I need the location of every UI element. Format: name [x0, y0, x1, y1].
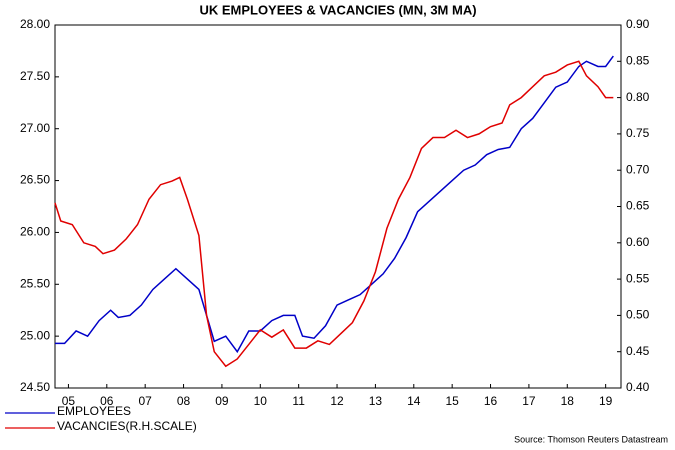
x-tick-label: 06	[100, 394, 114, 408]
y-tick-label: 28.00	[20, 17, 50, 31]
x-tick-label: 10	[254, 394, 268, 408]
y2-tick-label: 0.85	[626, 53, 650, 67]
x-tick-label: 07	[138, 394, 152, 408]
y2-tick-label: 0.55	[626, 271, 650, 285]
y2-tick-label: 0.80	[626, 90, 650, 104]
x-tick-label: 08	[177, 394, 191, 408]
x-tick-label: 16	[484, 394, 498, 408]
y-tick-label: 26.50	[20, 173, 50, 187]
legend-label: EMPLOYEES	[57, 404, 131, 418]
y2-tick-label: 0.75	[626, 126, 650, 140]
y-tick-label: 25.00	[20, 328, 50, 342]
chart-title: UK EMPLOYEES & VACANCIES (MN, 3M MA)	[199, 2, 476, 17]
y2-tick-label: 0.70	[626, 162, 650, 176]
y2-tick-label: 0.45	[626, 344, 650, 358]
plot-frame	[54, 24, 622, 389]
y-tick-label: 25.50	[20, 276, 50, 290]
x-tick-label: 09	[215, 394, 229, 408]
x-tick-label: 17	[522, 394, 536, 408]
y-tick-label: 24.50	[20, 380, 50, 394]
x-tick-label: 14	[407, 394, 421, 408]
x-tick-label: 19	[599, 394, 613, 408]
y2-tick-label: 0.60	[626, 235, 650, 249]
y-tick-label: 27.50	[20, 69, 50, 83]
x-tick-label: 11	[292, 394, 305, 408]
y-tick-label: 26.00	[20, 225, 50, 239]
legend-label: VACANCIES(R.H.SCALE)	[57, 419, 197, 433]
y2-tick-label: 0.65	[626, 199, 650, 213]
x-tick-label: 05	[62, 394, 76, 408]
y-tick-label: 27.00	[20, 121, 50, 135]
x-tick-label: 18	[561, 394, 575, 408]
x-tick-label: 15	[445, 394, 459, 408]
series-line	[55, 55, 614, 354]
y2-tick-label: 0.90	[626, 17, 650, 31]
series-line	[54, 60, 614, 368]
x-tick-label: 12	[330, 394, 344, 408]
source: Source: Thomson Reuters Datastream	[514, 434, 668, 444]
y2-tick-label: 0.40	[626, 380, 650, 394]
x-tick-label: 13	[369, 394, 383, 408]
y2-tick-label: 0.50	[626, 308, 650, 322]
